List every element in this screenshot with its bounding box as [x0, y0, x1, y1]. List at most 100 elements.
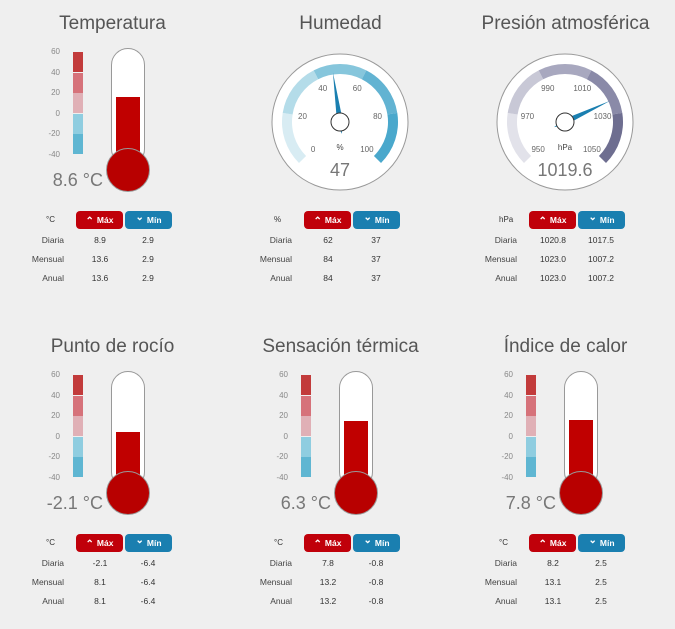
thermometer-bulb-inner: [339, 476, 373, 510]
humidity-gauge: 0 20 40 60 80 100%: [271, 53, 409, 191]
scale-label: -40: [276, 472, 288, 482]
max-button[interactable]: ⌃ Máx: [76, 534, 123, 552]
scale-segment: [301, 375, 311, 395]
max-value: 1023.0: [540, 254, 566, 264]
min-value: -0.8: [368, 577, 384, 587]
thermometer-bulb-inner: [564, 476, 598, 510]
row-label: Diaria: [494, 235, 517, 245]
max-value: 13.2: [319, 577, 337, 587]
max-label: Máx: [324, 538, 342, 548]
current-value: -2.1 °C: [46, 493, 103, 513]
panel-2: Presión atmosférica 950 970 990 1010 1030 1050…: [453, 0, 675, 300]
max-button[interactable]: ⌃ Máx: [304, 211, 351, 229]
min-button[interactable]: ⌄ Mín: [353, 211, 400, 229]
scale-segment: [73, 52, 83, 72]
panel-5: Índice de calor 60 40 20 0 -20 -40 7.8 °C °C ⌃ Máx…: [453, 323, 675, 623]
min-value: -6.4: [140, 558, 156, 568]
scale-segment: [526, 416, 536, 436]
max-value: 8.1: [94, 577, 106, 587]
max-value: 8.2: [547, 558, 559, 568]
min-button[interactable]: ⌄ Mín: [353, 534, 400, 552]
pressure-gauge: 950 970 990 1010 1030 1050 hPa: [496, 53, 634, 191]
scale-segment: [301, 395, 311, 416]
scale-label: 20: [279, 411, 288, 420]
scale-label: -20: [48, 452, 60, 461]
row-label: Diaria: [269, 558, 292, 568]
scale-label: 60: [51, 370, 60, 379]
thermometer-bulb-inner: [111, 153, 145, 187]
gauge-tick-label: 1030: [594, 112, 612, 121]
gauge-band: [586, 70, 623, 115]
panel-title: Presión atmosférica: [481, 13, 650, 34]
gauge-tick-label: 40: [318, 84, 327, 93]
table-unit: °C: [274, 538, 283, 547]
gauge-hub: [555, 112, 575, 132]
max-label: Máx: [324, 215, 342, 225]
row-label: Diaria: [269, 235, 292, 245]
thermometer-bulb: [106, 148, 150, 192]
row-label: Mensual: [31, 577, 64, 587]
scale-segment: [73, 72, 83, 93]
max-value: 8.9: [94, 235, 106, 245]
gauge-tick-label: 0: [311, 145, 316, 154]
scale-label: 0: [55, 108, 60, 118]
row-label: Anual: [495, 273, 517, 283]
row-label: Mensual: [484, 254, 517, 264]
min-button[interactable]: ⌄ Mín: [578, 534, 625, 552]
chevron-down-icon: ⌄: [363, 212, 372, 223]
row-label: Mensual: [259, 254, 292, 264]
max-value: 13.2: [319, 596, 337, 606]
row-label: Anual: [42, 596, 64, 606]
max-button[interactable]: ⌃ Máx: [529, 534, 576, 552]
row-label: Diaria: [41, 235, 64, 245]
scale-segment: [73, 93, 83, 113]
panel-1: Humedad 0 20 40 60 80 100% 47% ⌃ Máx ⌄ Mín Diaria 62 3…: [228, 0, 453, 300]
scale-label: 60: [504, 370, 513, 379]
max-value: 62: [323, 235, 333, 245]
chevron-down-icon: ⌄: [588, 212, 597, 223]
scale-label: 20: [51, 411, 60, 420]
panel-3: Punto de rocío 60 40 20 0 -20 -40 -2.1 °C °C ⌃ Máx…: [0, 323, 225, 623]
panel-title: Temperatura: [59, 13, 166, 34]
max-value: 84: [323, 254, 333, 264]
gauge-tick-label: 970: [521, 112, 535, 121]
chevron-up-icon: ⌃: [85, 216, 94, 227]
panel-title: Índice de calor: [503, 336, 628, 357]
current-value: 8.6 °C: [52, 170, 103, 190]
scale-label: 60: [279, 370, 288, 379]
min-value: 2.9: [142, 273, 154, 283]
gauge-tick-label: 990: [541, 84, 555, 93]
min-label: Mín: [599, 215, 615, 225]
gauge-tick-label: 1050: [583, 145, 601, 154]
scale-label: -40: [48, 149, 60, 159]
gauge-band: [507, 70, 544, 115]
min-label: Mín: [374, 538, 390, 548]
max-button[interactable]: ⌃ Máx: [529, 211, 576, 229]
table-unit: %: [274, 215, 282, 224]
min-value: 2.5: [595, 596, 607, 606]
max-value: 7.8: [322, 558, 334, 568]
scale-label: 60: [51, 47, 60, 56]
panel-title: Punto de rocío: [50, 336, 175, 357]
chevron-down-icon: ⌄: [363, 535, 372, 546]
min-value: 1017.5: [588, 235, 614, 245]
max-value: -2.1: [92, 558, 108, 568]
gauge-band: [282, 70, 319, 115]
min-value: 2.9: [142, 254, 154, 264]
min-value: 37: [371, 254, 381, 264]
gauge-band: [361, 70, 398, 115]
min-button[interactable]: ⌄ Mín: [578, 211, 625, 229]
scale-label: 40: [504, 390, 513, 400]
max-button[interactable]: ⌃ Máx: [304, 534, 351, 552]
max-value: 8.1: [94, 596, 106, 606]
max-value: 13.1: [544, 577, 562, 587]
min-value: -0.8: [368, 558, 384, 568]
gauge-band: [313, 64, 367, 80]
min-value: 2.9: [142, 235, 154, 245]
min-button[interactable]: ⌄ Mín: [125, 211, 172, 229]
max-button[interactable]: ⌃ Máx: [76, 211, 123, 229]
scale-label: -20: [48, 129, 60, 138]
max-label: Máx: [96, 538, 114, 548]
min-button[interactable]: ⌄ Mín: [125, 534, 172, 552]
scale-segment: [73, 113, 83, 134]
